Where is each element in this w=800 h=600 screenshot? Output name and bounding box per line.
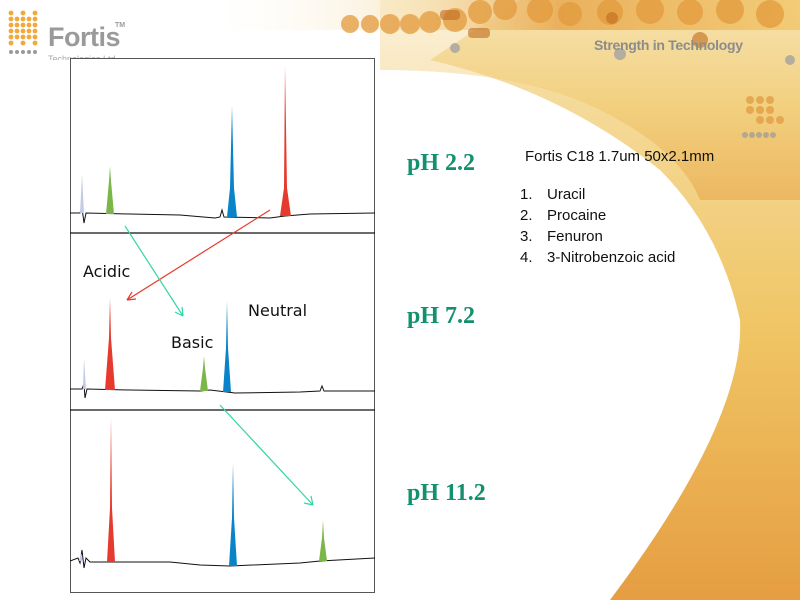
peak-fenuron [223,301,231,392]
list-item: 3. Fenuron [520,228,603,245]
ph-label-7-2: pH 7.2 [407,303,476,329]
list-item: 2. Procaine [520,207,607,224]
chromatogram-ph-2-2 [70,66,375,224]
peak-uracil [79,553,83,561]
logo-wordmark: Fortis [48,22,121,52]
annotation-neutral: Neutral [248,301,308,320]
compound-list: 1. Uracil 2. Procaine 3. Fenuron 4. 3-Nitrob… [520,184,675,268]
chromatogram-ph-11-2 [70,418,375,569]
peak-procaine [319,520,327,561]
tagline: Strength in Technology [594,37,743,53]
peak-uracil [80,174,84,213]
logo-trademark: TM [115,22,126,29]
chromatogram-stack [70,58,375,593]
peak-nitrobenzoic [105,298,115,390]
peak-procaine [106,166,114,214]
peak-procaine [200,356,208,391]
column-title: Fortis C18 1.7um 50x2.1mm [525,148,715,165]
logo-subtitle: Technologies Ltd [48,54,116,60]
peak-nitrobenzoic [280,66,291,216]
logo-dot-grid-icon [8,10,38,54]
peak-uracil [83,358,86,389]
chromatogram-ph-7-2 [70,298,375,399]
arrow-basic-shift-2 [219,404,314,506]
fortis-logo: Fortis TM Technologies Ltd [8,10,148,60]
ph-label-11-2: pH 11.2 [407,480,486,506]
ph-label-2-2: pH 2.2 [407,150,476,176]
arrow-basic-shift-1 [124,225,184,317]
list-item: 4. 3-Nitrobenzoic acid [520,249,676,266]
peak-fenuron [229,463,237,566]
annotation-acidic: Acidic [83,262,131,281]
peak-fenuron [227,106,237,217]
list-item: 1. Uracil [520,186,586,203]
peak-nitrobenzoic [107,418,115,562]
annotation-basic: Basic [171,333,214,352]
arrow-acidic-shift [126,209,271,301]
